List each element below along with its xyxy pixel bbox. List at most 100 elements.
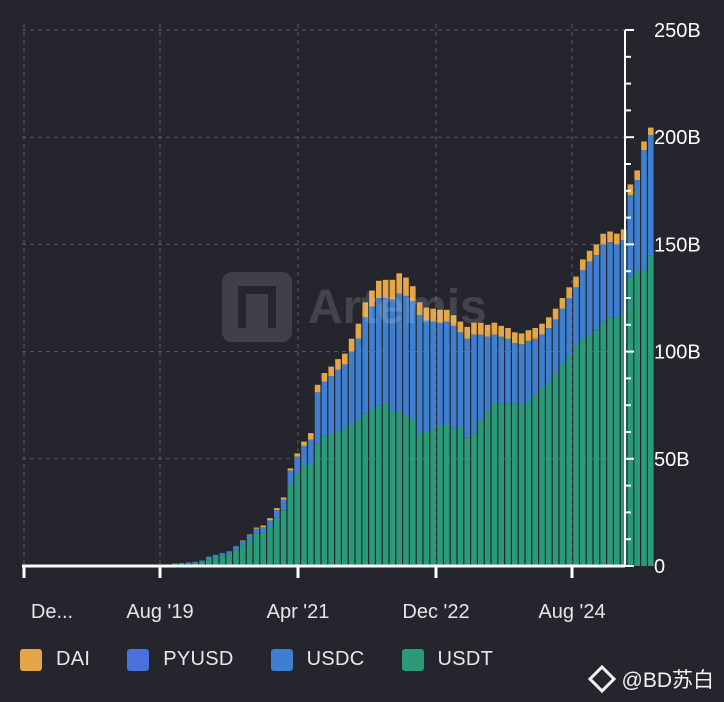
bar-segment-dai bbox=[614, 233, 620, 245]
bar-segment-usdt bbox=[416, 433, 423, 566]
bar-segment-dai bbox=[294, 453, 300, 457]
bar-segment-usdt bbox=[355, 420, 362, 566]
bar-segment-usdt bbox=[620, 313, 627, 566]
bar-segment-usdt bbox=[532, 394, 538, 566]
bar-segment-usdc bbox=[532, 338, 538, 395]
bar-segment-usdc bbox=[355, 338, 362, 421]
bar-segment-usdc bbox=[430, 321, 436, 429]
bar-segment-usdc bbox=[396, 293, 402, 412]
bar-segment-usdc bbox=[280, 499, 287, 511]
bar-segment-usdc bbox=[627, 195, 634, 277]
bar-segment-usdt bbox=[328, 434, 334, 566]
bar-segment-usdc bbox=[614, 244, 620, 318]
bar-segment-dai bbox=[546, 317, 552, 328]
bar-segment-usdt bbox=[253, 533, 260, 566]
artemis-watermark: Artemis bbox=[222, 272, 487, 342]
bar-segment-dai bbox=[382, 279, 389, 298]
bar-segment-usdc bbox=[471, 334, 477, 433]
bar-segment-dai bbox=[321, 373, 328, 382]
bar-segment-usdc bbox=[267, 520, 273, 527]
x-tick-label: Aug '19 bbox=[126, 601, 193, 623]
legend-label: USDT bbox=[437, 648, 494, 670]
bar-segment-usdt bbox=[226, 553, 232, 566]
bar-segment-usdc bbox=[376, 298, 382, 406]
bar-segment-dai bbox=[328, 366, 334, 377]
bar-segment-usdc bbox=[362, 317, 368, 414]
bar-segment-dai bbox=[335, 359, 341, 370]
bar-segment-usdt bbox=[464, 437, 470, 566]
bar-segment-usdt bbox=[308, 463, 314, 566]
bar-segment-dai bbox=[532, 328, 538, 339]
y-tick-label: 100B bbox=[654, 342, 701, 364]
bar-segment-usdc bbox=[450, 325, 457, 429]
legend-item-pyusd: PYUSD bbox=[127, 648, 233, 671]
bar-segment-usdt bbox=[491, 403, 498, 566]
bar-segment-usdt bbox=[342, 428, 348, 566]
bar-segment-usdt bbox=[450, 428, 457, 566]
bar-segment-usdc bbox=[328, 376, 334, 435]
diamond-logo-icon bbox=[587, 664, 616, 694]
bar-segment-usdt bbox=[280, 510, 287, 566]
bar-segment-usdt bbox=[348, 424, 355, 566]
bar-segment-usdc bbox=[444, 321, 450, 425]
bar-segment-usdt bbox=[518, 404, 525, 566]
bar-segment-usdc bbox=[212, 554, 219, 557]
bar-segment-usdc bbox=[457, 332, 464, 427]
bar-segment-usdc bbox=[620, 240, 627, 313]
bar-segment-usdc bbox=[505, 338, 511, 403]
bar-segment-dai bbox=[566, 287, 572, 298]
legend-item-usdt: USDT bbox=[401, 648, 494, 671]
bar-segment-dai bbox=[586, 250, 593, 262]
bar-segment-dai bbox=[430, 308, 436, 322]
bar-segment-dai bbox=[600, 233, 606, 245]
legend-item-dai: DAI bbox=[20, 648, 90, 671]
y-tick-label: 50B bbox=[654, 449, 690, 471]
bar-segment-usdt bbox=[287, 484, 294, 566]
bar-segment-usdt bbox=[423, 432, 430, 566]
bar-segment-usdt bbox=[586, 334, 593, 566]
bar-segment-dai bbox=[342, 353, 348, 365]
bar-segment-usdc bbox=[518, 344, 525, 405]
bar-segment-dai bbox=[389, 279, 396, 300]
bar-segment-usdt bbox=[410, 419, 416, 566]
bar-segment-usdt bbox=[641, 270, 647, 566]
bar-segment-usdc bbox=[192, 561, 198, 563]
bar-segment-dai bbox=[484, 324, 491, 337]
legend-swatch bbox=[270, 648, 293, 671]
bar-segment-dai bbox=[253, 527, 260, 529]
y-tick-label: 0 bbox=[654, 556, 665, 578]
bar-segment-dai bbox=[369, 290, 375, 307]
legend-label: DAI bbox=[56, 648, 91, 670]
bar-segment-usdt bbox=[301, 465, 307, 566]
bar-segment-usdt bbox=[600, 321, 606, 566]
bar-segment-usdt bbox=[362, 413, 368, 566]
bar-segment-dai bbox=[464, 326, 470, 339]
bar-segment-dai bbox=[287, 468, 294, 471]
bar-segment-usdc bbox=[437, 322, 443, 426]
bar-segment-usdc bbox=[600, 244, 606, 322]
bar-segment-usdc bbox=[552, 319, 559, 373]
bar-segment-dai bbox=[416, 302, 423, 316]
bar-segment-dai bbox=[240, 540, 246, 542]
bar-segment-usdc bbox=[178, 563, 185, 564]
bar-segment-usdt bbox=[525, 400, 532, 566]
bar-segment-dai bbox=[641, 141, 647, 151]
bar-segment-dai bbox=[491, 322, 498, 335]
bar-segment-dai bbox=[437, 309, 443, 323]
bar-segment-usdt bbox=[457, 426, 464, 566]
bar-segment-usdt bbox=[369, 409, 375, 566]
bar-segment-usdt bbox=[376, 405, 382, 566]
bar-segment-usdt bbox=[484, 411, 491, 566]
bar-segment-usdt bbox=[498, 403, 504, 566]
bar-segment-usdc bbox=[546, 328, 552, 382]
author-credit: @BD苏白 bbox=[587, 664, 714, 694]
bar-segment-usdt bbox=[240, 544, 246, 566]
bar-segment-dai bbox=[478, 322, 484, 335]
bar-segment-usdc bbox=[586, 261, 593, 335]
bar-segment-usdc bbox=[185, 562, 192, 563]
bar-segment-dai bbox=[505, 328, 511, 339]
bar-segment-usdc bbox=[253, 528, 260, 534]
bar-segment-usdt bbox=[552, 373, 559, 566]
bar-segment-dai bbox=[552, 308, 559, 320]
bar-segment-usdc bbox=[648, 135, 654, 256]
